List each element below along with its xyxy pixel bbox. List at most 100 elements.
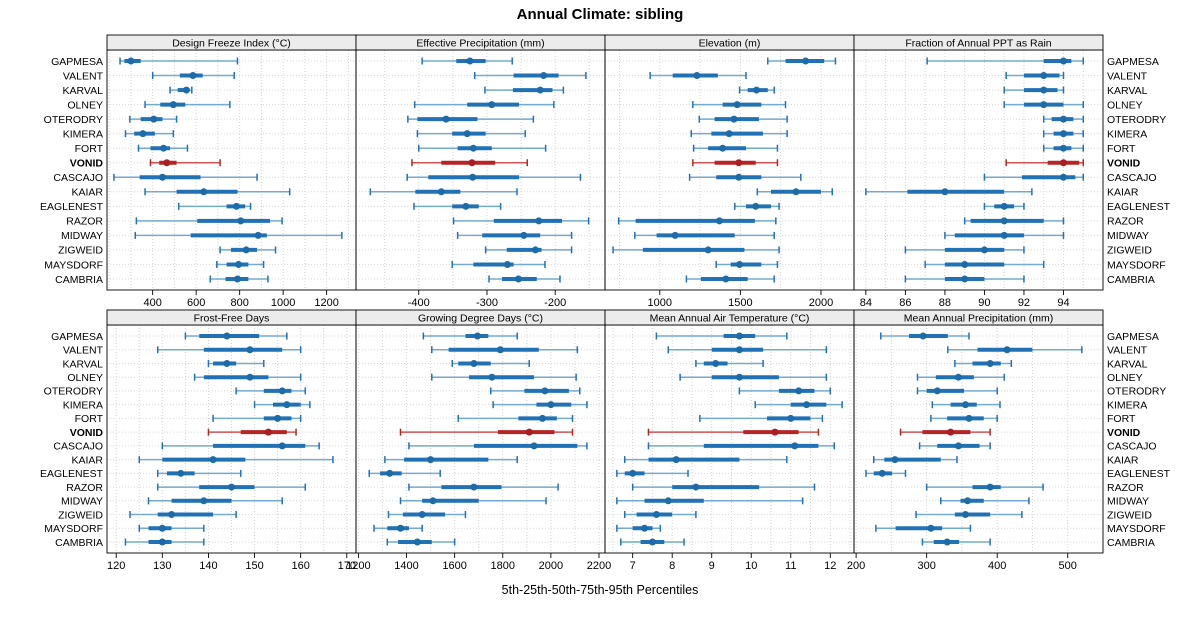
median-dot [235,260,243,268]
axis-tick-label: 1600 [442,560,466,572]
median-dot [223,359,231,367]
station-label-right: OLNEY [1107,372,1143,384]
percentile-bar-maysdorf [216,260,265,268]
percentile-bar-gapmesa [421,57,513,65]
percentile-bar-kimera [124,130,175,138]
strip-header [853,309,1104,326]
median-dot [671,231,679,239]
median-dot [169,101,177,109]
axis-tick-label: 1400 [394,560,418,572]
median-dot [1059,57,1067,65]
median-dot [719,144,727,152]
percentile-bar-kaiar [384,456,518,464]
median-dot [771,428,779,436]
median-dot [1000,217,1008,225]
axis-tick-label: -200 [544,297,566,309]
percentile-bar-oterodry [698,115,788,123]
median-dot [150,115,158,123]
station-label-left: MIDWAY [61,230,103,242]
axis-tick-label: 130 [153,560,171,572]
axis-tick-label: 800 [230,297,248,309]
panel-mean-annual-air-temperature-c: Mean Annual Air Temperature (°C) 7 8 9 10 11 1… [604,309,855,572]
percentile-bar-vonid [647,428,820,436]
axis-tick-label: 94 [1057,297,1069,309]
station-label-left: ZIGWEID [58,245,103,257]
median-dot [954,373,962,381]
median-dot [139,130,147,138]
axis-tick-label: 10 [745,560,757,572]
median-dot [427,456,435,464]
median-dot [954,442,962,450]
median-dot [730,115,738,123]
percentile-bar-maysdorf [138,524,205,532]
station-label-right: MIDWAY [1107,496,1149,508]
station-label-left: GAPMESA [51,56,103,68]
axis-tick-label: -400 [408,297,430,309]
percentile-bar-gapmesa [926,57,1084,65]
percentile-bar-razor [135,217,283,225]
median-dot [735,332,743,340]
median-dot [536,86,544,94]
percentile-bar-oterodry [1042,115,1084,123]
strip-title: Mean Annual Precipitation (mm) [904,313,1053,325]
percentile-bar-valent [431,346,579,354]
percentile-bar-zigweid [612,246,780,254]
percentile-bar-cambria [685,275,775,283]
station-label-right: OTERODRY [1107,114,1166,126]
station-label-right: CASCAJO [1107,441,1157,453]
axis-tick-label: 9 [709,560,715,572]
median-dot [163,159,171,167]
median-dot [1000,202,1008,210]
percentile-bar-fort [418,144,547,152]
station-label-left: OLNEY [67,99,103,111]
percentile-bar-kaiar [873,456,958,464]
station-label-left: VALENT [63,345,104,357]
percentile-bar-olney [431,373,577,381]
median-dot [1040,101,1048,109]
percentile-bar-fort [212,414,302,422]
median-dot [496,346,504,354]
station-label-left: KARVAL [63,85,104,97]
station-label-left: OLNEY [67,372,103,384]
median-dot [246,373,254,381]
station-label-left: KAIAR [71,454,103,466]
station-label-right: GAPMESA [1107,56,1159,68]
station-label-left: VONID [70,427,104,439]
percentile-bar-zigweid [219,246,277,254]
median-dot [469,173,477,181]
station-label-left: GAPMESA [51,331,103,343]
median-dot [233,275,241,283]
percentile-bar-vonid [399,428,574,436]
strip-title: Effective Precipitation (mm) [416,38,544,50]
percentile-bar-karval [1003,86,1065,94]
station-label-right: VALENT [1107,345,1148,357]
panel-border [106,49,357,291]
median-dot [254,231,262,239]
percentile-bar-fort [137,144,189,152]
strip-title: Elevation (m) [699,38,761,50]
axis-tick-label: 2200 [587,560,611,572]
axis-tick-label: 1200 [314,297,338,309]
strip-title: Mean Annual Air Temperature (°C) [650,313,810,325]
percentile-bar-karval [484,86,565,94]
station-label-right: MIDWAY [1107,230,1149,242]
median-dot [278,442,286,450]
percentile-bar-cascajo [406,173,582,181]
percentile-bar-zigweid [915,511,1023,519]
percentile-bar-gapmesa [119,57,239,65]
percentile-bar-fort [457,414,574,422]
percentile-bar-kimera [492,401,588,409]
median-dot [278,387,286,395]
median-dot [735,373,743,381]
median-dot [160,144,168,152]
axis-tick-label: 120 [107,560,125,572]
percentile-bar-kimera [754,401,843,409]
median-dot [735,159,743,167]
median-dot [158,524,166,532]
percentile-bar-cambria [620,538,685,546]
percentile-bar-vonid [149,159,221,167]
median-dot [725,130,733,138]
station-label-right: ZIGWEID [1107,509,1152,521]
